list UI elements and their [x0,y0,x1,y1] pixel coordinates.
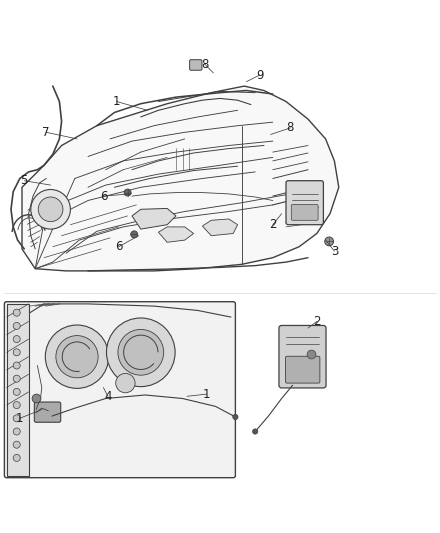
Text: 8: 8 [201,58,208,70]
Polygon shape [7,304,29,475]
Text: 1: 1 [16,412,24,425]
Circle shape [13,441,20,448]
FancyBboxPatch shape [279,326,326,388]
Circle shape [131,231,138,238]
Circle shape [32,394,41,403]
Circle shape [233,414,238,419]
Polygon shape [202,219,238,236]
Circle shape [56,336,98,378]
FancyBboxPatch shape [190,60,202,70]
Polygon shape [158,227,194,243]
Circle shape [116,374,135,393]
Circle shape [38,197,63,222]
Text: 1: 1 [203,387,211,401]
Circle shape [13,454,20,462]
Text: 2: 2 [313,315,321,328]
Text: 2: 2 [269,218,277,231]
Text: 6: 6 [115,240,123,253]
Text: 3: 3 [331,245,338,257]
Text: 6: 6 [99,190,107,203]
Circle shape [13,309,20,316]
Text: 7: 7 [42,126,50,139]
FancyBboxPatch shape [4,302,235,478]
Circle shape [13,375,20,382]
Circle shape [325,237,334,246]
Text: 9: 9 [256,69,264,82]
Text: 4: 4 [104,390,112,403]
Circle shape [253,429,258,434]
Circle shape [45,325,109,389]
Circle shape [13,401,20,409]
FancyBboxPatch shape [34,402,61,422]
FancyBboxPatch shape [291,205,318,220]
Circle shape [13,336,20,343]
Circle shape [13,349,20,356]
FancyBboxPatch shape [0,46,440,293]
Text: 1: 1 [113,95,121,108]
Circle shape [13,389,20,395]
Circle shape [13,362,20,369]
Polygon shape [22,86,339,271]
Circle shape [13,322,20,329]
Circle shape [307,350,316,359]
Circle shape [118,329,164,375]
Circle shape [13,428,20,435]
Circle shape [106,318,175,386]
Circle shape [31,190,70,229]
Text: 8: 8 [287,122,294,134]
Circle shape [124,189,131,196]
Text: 5: 5 [21,174,28,187]
FancyBboxPatch shape [286,356,320,383]
Circle shape [13,415,20,422]
FancyBboxPatch shape [286,181,323,225]
Polygon shape [132,208,176,229]
